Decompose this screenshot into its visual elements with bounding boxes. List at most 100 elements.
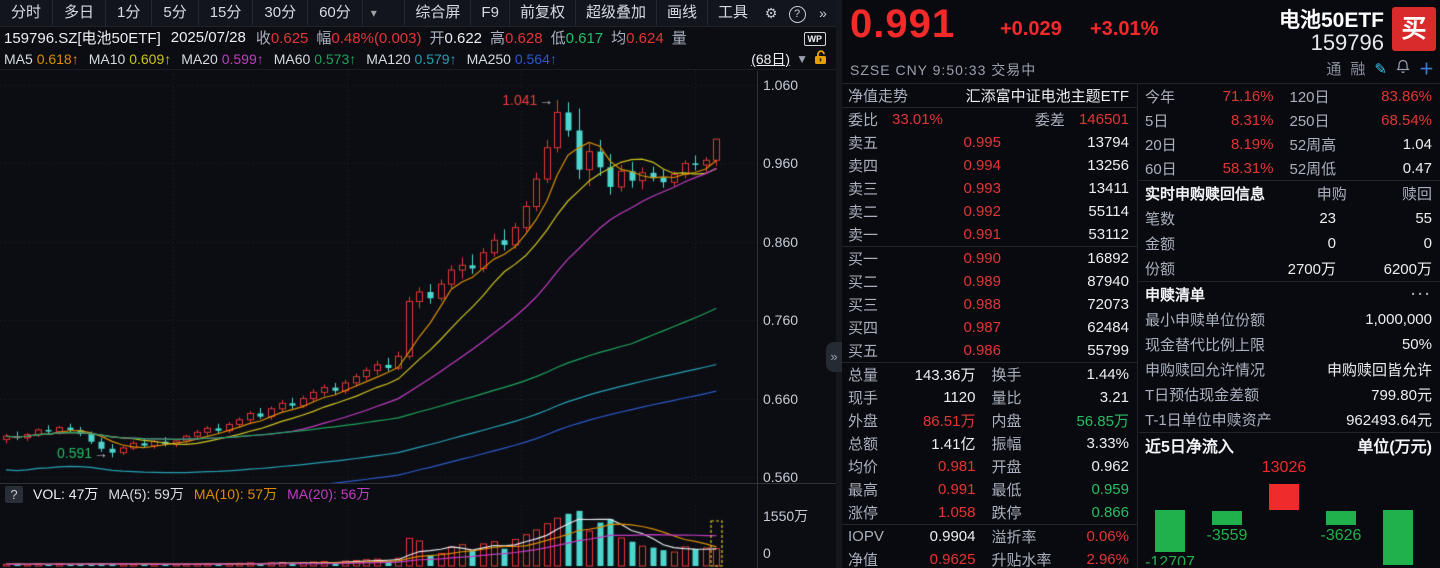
ask-row[interactable]: 卖四 0.994 13256 <box>848 157 1129 175</box>
alert-bell-icon[interactable] <box>1396 59 1410 78</box>
vol-tick-label: 0 <box>763 545 771 561</box>
ohlc-field: 高0.628 <box>490 30 543 47</box>
bid-row[interactable]: 买二 0.989 87940 <box>848 273 1129 291</box>
subscription-block: 笔数 23 55 金额 0 0 份额 2700万 6200万 <box>1139 206 1440 282</box>
volume-chart[interactable] <box>0 505 757 568</box>
diff-label: 委差 <box>1034 112 1065 129</box>
stat-row: 总量 143.36万 换手 1.44% <box>848 366 1129 384</box>
iopv-block: IOPV 0.9904 溢折率 0.06% 净值 0.9625 升贴水率 2.96% <box>842 525 1137 568</box>
performance-row: 20日 8.19% 52周高 1.04 <box>1145 135 1432 154</box>
bid-levels: 买一 0.990 16892 买二 0.989 87940 买三 0.988 72073 买四 0.… <box>842 247 1137 363</box>
redeem-row: 申购赎回允许情况 申购赎回皆允许 <box>1145 362 1432 379</box>
bid-row[interactable]: 买五 0.986 55799 <box>842 339 1137 363</box>
help-icon[interactable]: ? <box>784 4 810 23</box>
price-tick-label: 0.560 <box>763 469 799 485</box>
panel-divider <box>836 0 842 568</box>
help-glyph: ? <box>788 5 806 23</box>
stats-block: 总量 143.36万 换手 1.44% 现手 1120 量比 3.21 外盘 86.51万 内盘 56… <box>842 363 1137 525</box>
chart-tab[interactable]: 5分 <box>152 0 199 26</box>
period-tabs: 分时 多日 1分 5分 15分 30分 60分 <box>0 0 363 26</box>
ohlc-field: 收0.625 <box>255 30 309 47</box>
stat-row: 现手 1120 量比 3.21 <box>848 389 1129 407</box>
stat-row: 总额 1.41亿 振幅 3.33% <box>848 435 1129 453</box>
toolbar-item[interactable]: 综合屏 <box>404 0 470 26</box>
flow-bar-label: -3626 <box>1320 527 1362 544</box>
flow-bar <box>1269 484 1299 510</box>
ask-row[interactable]: 卖三 0.993 13411 <box>848 180 1129 198</box>
bid-row[interactable]: 买三 0.988 72073 <box>848 296 1129 314</box>
wp-icon[interactable]: WP <box>803 32 826 46</box>
chart-tab[interactable]: 60分 <box>308 0 363 26</box>
order-book-column: 净值走势 汇添富中证电池主题ETF 委比 33.01% 委差 146501 卖五… <box>842 84 1138 568</box>
flow-bar-label: -12707 <box>1145 554 1195 565</box>
ask-row[interactable]: 卖五 0.995 13794 <box>848 134 1129 152</box>
price-tick-label: 1.060 <box>763 77 799 93</box>
vol-ma20: MA(20): 56万 <box>287 486 371 502</box>
performance-row: 60日 58.31% 52周低 0.47 <box>1145 159 1432 178</box>
price-change-percent: +3.01% <box>1090 18 1159 40</box>
bar-date: 2025/07/28 <box>170 29 246 46</box>
stat-row: 外盘 86.51万 内盘 56.85万 <box>848 413 1129 430</box>
vol-tick-label: 1550万 <box>763 508 809 524</box>
stat-row: 最高 0.991 最低 0.959 <box>848 481 1129 499</box>
redeem-row: T-1日单位申赎资产 962493.64元 <box>1145 412 1432 429</box>
toolbar-item[interactable]: 画线 <box>655 0 707 26</box>
toolbar-menu-items: 综合屏 F9 前复权 超级叠加 画线 工具 <box>404 0 758 26</box>
more-ellipsis[interactable]: ··· <box>1411 286 1432 303</box>
flow-bar <box>1212 511 1242 525</box>
gear-icon[interactable]: ⚙ <box>764 4 778 21</box>
toolbar-item[interactable]: F9 <box>470 0 509 26</box>
ohlc-field: 开0.622 <box>429 30 483 47</box>
chart-tab[interactable]: 多日 <box>53 0 107 26</box>
candlestick-chart[interactable] <box>0 71 757 483</box>
ma-legend-item: MA20 0.599↑ <box>181 51 264 67</box>
nav-trend-label: 净值走势 <box>848 88 909 105</box>
ohlc-field: 低0.617 <box>550 30 604 47</box>
ask-row[interactable]: 卖二 0.992 55114 <box>848 203 1129 221</box>
bid-row[interactable]: 买四 0.987 62484 <box>848 319 1129 337</box>
more-icon[interactable]: » <box>819 5 827 21</box>
symbol-label: 159796.SZ[电池50ETF] <box>4 30 161 47</box>
ma-legend-item: MA250 0.564↑ <box>466 51 557 67</box>
chart-tab[interactable]: 15分 <box>199 0 254 26</box>
buy-button[interactable]: 买 <box>1392 7 1436 51</box>
iopv-row: 净值 0.9625 升贴水率 2.96% <box>848 551 1129 568</box>
subscription-row: 笔数 23 55 <box>1145 210 1432 228</box>
caret-down-icon[interactable]: ▾ <box>370 6 377 20</box>
ohlc-field: 幅0.48%(0.003) <box>316 30 422 47</box>
diff-value: 146501 <box>1078 111 1129 128</box>
instrument-name: 电池50ETF <box>1278 9 1384 32</box>
margin-flag-rong: 融 <box>1350 61 1366 78</box>
flow-bar <box>1383 510 1413 565</box>
ask-row[interactable]: 卖一 0.991 53112 <box>842 223 1137 247</box>
stat-row: 涨停 1.058 跌停 0.866 <box>842 501 1137 525</box>
ma-legend-item: MA10 0.609↑ <box>88 51 172 67</box>
nav-trend-row[interactable]: 净值走势 汇添富中证电池主题ETF <box>842 84 1137 108</box>
toolbar-item[interactable]: 超级叠加 <box>574 0 656 26</box>
chevron-down-icon[interactable]: ▼ <box>796 52 808 66</box>
help-badge[interactable]: ? <box>5 485 23 503</box>
add-icon[interactable]: ＋ <box>1418 61 1434 78</box>
ask-levels: 卖五 0.995 13794 卖四 0.994 13256 卖三 0.993 13411 卖二 0.… <box>842 131 1137 247</box>
chart-tab[interactable]: 1分 <box>106 0 153 26</box>
toolbar-item[interactable]: 工具 <box>706 0 758 26</box>
ma-legend-item: MA60 0.573↑ <box>273 51 357 67</box>
quote-panel: 0.991 +0.029 +3.01% 电池50ETF 159796 买 SZS… <box>842 0 1440 568</box>
redeem-list-block: 最小申赎单位份额 1,000,000 现金替代比例上限 50% 申购赎回允许情况 申购赎回… <box>1139 307 1440 433</box>
instrument-info-bar: 159796.SZ[电池50ETF] 2025/07/28 收0.625 幅0.4… <box>0 26 836 49</box>
unlock-icon[interactable] <box>814 50 828 68</box>
bid-row[interactable]: 买一 0.990 16892 <box>848 250 1129 268</box>
stat-row: 均价 0.981 开盘 0.962 <box>848 458 1129 476</box>
chart-tab[interactable]: 分时 <box>0 0 54 26</box>
ohlc-fields: 收0.625 幅0.48%(0.003) 开0.622 高0.628 低0.617 均0.… <box>256 27 695 48</box>
toolbar-item[interactable]: 前复权 <box>508 0 575 26</box>
edit-icon[interactable]: ✎ <box>1374 60 1387 78</box>
performance-row: 5日 8.31% 250日 68.54% <box>1145 111 1432 130</box>
chart-tab[interactable]: 30分 <box>253 0 309 26</box>
collapse-handle-icon[interactable]: » <box>826 342 842 372</box>
subscription-row: 金额 0 0 <box>1145 235 1432 253</box>
instrument-code: 159796 <box>1310 30 1384 55</box>
fund-info-column: 今年 71.16% 120日 83.86% 5日 8.31% 250日 68.54% 20日 8.… <box>1139 84 1440 568</box>
period-selector[interactable]: (68日) <box>751 51 791 67</box>
